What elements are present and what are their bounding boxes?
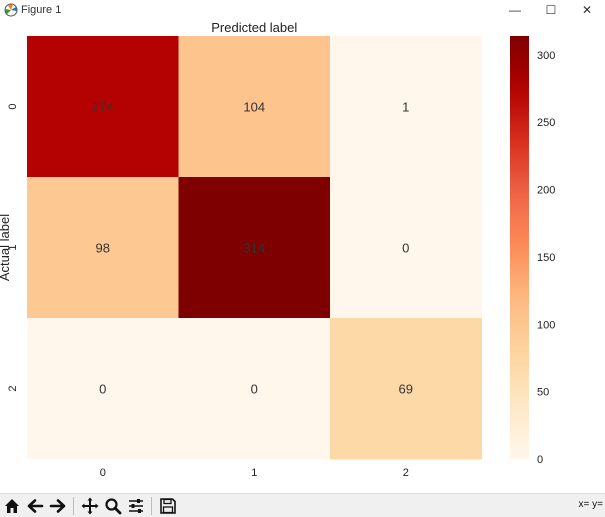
heatmap-cell <box>178 36 331 178</box>
chart-title: Predicted label <box>211 20 297 35</box>
x-tick-label: 0 <box>100 467 106 479</box>
maximize-button[interactable]: ☐ <box>533 0 569 20</box>
colorbar-tick-label: 250 <box>537 117 555 129</box>
zoom-button[interactable] <box>102 495 124 517</box>
move-icon <box>81 497 99 514</box>
arrow-right-icon <box>49 498 66 513</box>
toolbar-separator <box>151 496 152 515</box>
forward-button[interactable] <box>47 495 69 517</box>
minimize-icon: — <box>509 3 521 17</box>
toolbar-separator <box>73 496 74 515</box>
heatmap-cell <box>27 177 179 319</box>
home-icon <box>5 498 19 513</box>
x-tick-label: 1 <box>251 467 257 479</box>
figure-canvas[interactable]: Predicted label Actual label 274 104 1 98 314 0… <box>0 20 605 493</box>
heatmap-cell <box>330 318 482 460</box>
colorbar-tick-label: 300 <box>537 50 555 62</box>
arrow-left-icon <box>27 498 44 513</box>
y-tick-label: 1 <box>7 244 19 250</box>
back-button[interactable] <box>24 495 46 517</box>
configure-subplots-button[interactable] <box>125 495 147 517</box>
close-button[interactable]: ✕ <box>569 0 605 20</box>
colorbar-tick-label: 0 <box>537 454 543 466</box>
cursor-coordinates: x= y= <box>578 499 603 510</box>
heatmap-cell <box>27 36 179 178</box>
heatmap-cell <box>27 318 179 460</box>
cell-value-label: 1 <box>402 100 409 115</box>
heatmap-cell <box>330 36 482 178</box>
y-axis-label: Actual label <box>0 214 12 281</box>
colorbar-tick-label: 150 <box>537 252 555 264</box>
cell-value-label: 69 <box>399 382 413 397</box>
x-tick-label: 2 <box>403 467 409 479</box>
heatmap-cell <box>330 177 482 319</box>
colorbar-tick-label: 100 <box>537 319 555 331</box>
heatmap-cell <box>178 177 331 319</box>
cell-value-label: 0 <box>99 382 106 397</box>
magnifier-icon <box>105 497 122 514</box>
close-icon: ✕ <box>581 3 593 17</box>
cell-value-label: 104 <box>243 100 265 115</box>
heatmap-cell <box>178 318 331 460</box>
cell-value-label: 0 <box>251 382 258 397</box>
maximize-icon: ☐ <box>545 3 557 17</box>
cell-value-label: 274 <box>92 100 114 115</box>
sliders-icon <box>129 498 143 513</box>
cell-value-label: 314 <box>243 241 265 256</box>
save-button[interactable] <box>157 495 179 517</box>
cell-value-label: 0 <box>402 241 409 256</box>
window-title: Figure 1 <box>21 4 62 16</box>
window-titlebar: Figure 1 — ☐ ✕ <box>0 0 605 20</box>
confusion-matrix-heatmap: Predicted label Actual label 274 104 1 98 314 0… <box>0 20 555 479</box>
matplotlib-logo-icon <box>4 3 18 17</box>
home-button[interactable] <box>1 495 23 517</box>
navigation-toolbar: x= y= <box>0 493 605 517</box>
cell-value-label: 98 <box>96 241 110 256</box>
minimize-button[interactable]: — <box>497 0 533 20</box>
floppy-icon <box>160 497 176 514</box>
pan-button[interactable] <box>79 495 101 517</box>
y-tick-label: 0 <box>7 103 19 109</box>
y-tick-label: 2 <box>7 385 19 391</box>
colorbar <box>510 36 529 459</box>
colorbar-tick-label: 200 <box>537 185 555 197</box>
colorbar-tick-label: 50 <box>537 387 549 399</box>
